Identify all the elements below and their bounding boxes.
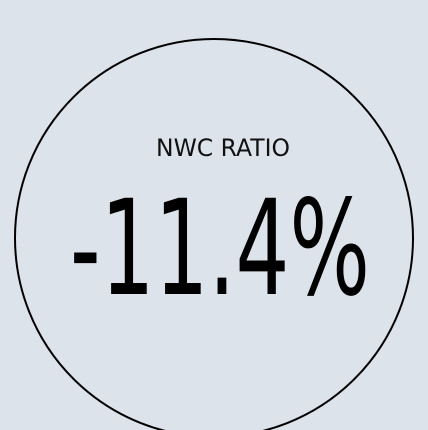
kpi-label: NWC RATIO	[156, 134, 290, 162]
kpi-value: -11.4%	[70, 172, 370, 326]
ring	[14, 38, 414, 430]
